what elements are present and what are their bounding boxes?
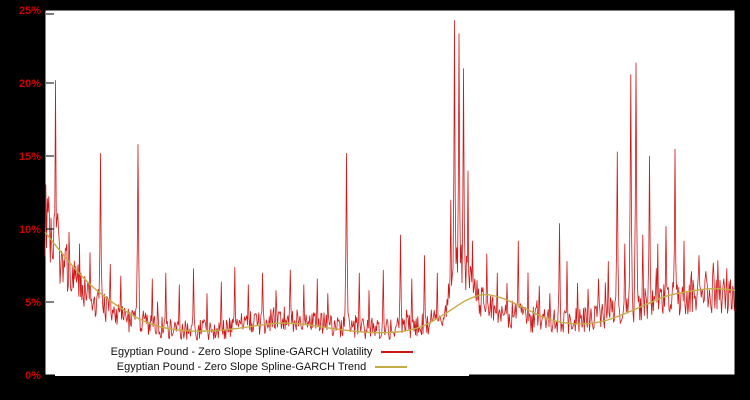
y-axis-label: 20% [19,78,41,90]
legend-line-sample-trend [375,365,408,368]
legend: Egyptian Pound - Zero Slope Spline-GARCH… [55,342,469,376]
y-axis-label: 5% [25,297,41,309]
series-group [44,20,736,341]
y-axis-label: 25% [19,5,41,17]
y-axis-ticks [46,13,54,376]
legend-label-volatility: Egyptian Pound - Zero Slope Spline-GARCH… [110,345,373,358]
legend-label-trend: Egyptian Pound - Zero Slope Spline-GARCH… [116,360,367,373]
legend-item-trend: Egyptian Pound - Zero Slope Spline-GARCH… [59,359,465,374]
y-axis-labels: 0% 5% 10% 15% 20% 25% [19,5,41,382]
trend-series-line [44,231,736,334]
y-axis-label: 15% [19,151,41,163]
y-axis-label: 10% [19,224,41,236]
legend-line-sample-volatility [381,350,414,353]
volatility-series-line [44,20,736,341]
y-axis-label: 0% [25,370,41,382]
legend-item-volatility: Egyptian Pound - Zero Slope Spline-GARCH… [59,344,465,359]
